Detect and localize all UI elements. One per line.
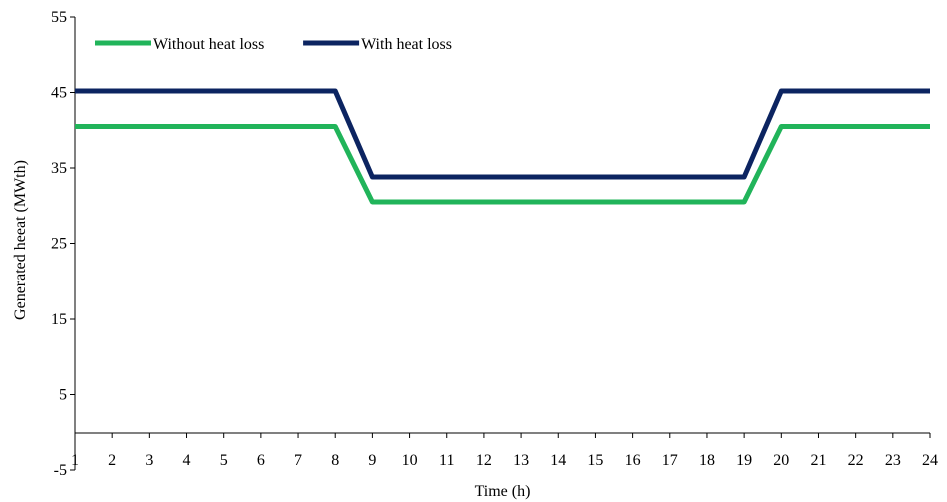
x-tick-label: 17 xyxy=(662,452,678,469)
y-tick-label: 25 xyxy=(51,236,67,253)
x-axis-title: Time (h) xyxy=(475,483,531,500)
series-line-without-heat-loss xyxy=(75,123,930,205)
x-tick-label: 16 xyxy=(625,452,641,469)
y-tick-label: 55 xyxy=(51,9,67,26)
x-tick-label: 15 xyxy=(587,452,603,469)
y-axis-title: Generated heeat (MWth) xyxy=(12,160,29,320)
x-tick-label: 24 xyxy=(922,452,938,469)
x-tick-label: 12 xyxy=(476,452,492,469)
y-tick-label: 45 xyxy=(51,85,67,102)
x-tick-label: 5 xyxy=(220,452,228,469)
legend-label-with-heat-loss: With heat loss xyxy=(361,36,452,53)
y-tick-label: 35 xyxy=(51,160,67,177)
x-tick-label: 22 xyxy=(848,452,864,469)
x-tick-label: 1 xyxy=(71,452,79,469)
y-tick-label: -5 xyxy=(54,462,67,479)
x-tick-label: 2 xyxy=(108,452,116,469)
x-tick-label: 7 xyxy=(294,452,302,469)
x-tick-label: 3 xyxy=(145,452,153,469)
x-tick-label: 8 xyxy=(331,452,339,469)
x-tick-label: 14 xyxy=(550,452,566,469)
x-tick-label: 18 xyxy=(699,452,715,469)
series-lines xyxy=(75,88,930,205)
x-tick-label: 9 xyxy=(368,452,376,469)
x-tick-label: 13 xyxy=(513,452,529,469)
x-tick-label: 19 xyxy=(736,452,752,469)
x-tick-label: 4 xyxy=(183,452,191,469)
x-tick-label: 21 xyxy=(810,452,826,469)
y-tick-label: 15 xyxy=(51,311,67,328)
legend: Without heat loss With heat loss xyxy=(95,36,452,53)
y-axis: -5 5 15 25 35 45 55 xyxy=(51,9,76,479)
x-axis: 1 2 3 4 5 6 7 8 9 10 11 12 13 14 15 16 17 18 19 20 21 22 23 24 xyxy=(71,432,938,469)
x-tick-label: 11 xyxy=(439,452,454,469)
x-tick-label: 10 xyxy=(402,452,418,469)
x-tick-label: 6 xyxy=(257,452,265,469)
x-tick-label: 23 xyxy=(885,452,901,469)
y-tick-label: 5 xyxy=(59,387,67,404)
legend-label-without-heat-loss: Without heat loss xyxy=(153,36,264,53)
x-tick-label: 20 xyxy=(773,452,789,469)
series-line-with-heat-loss xyxy=(75,88,930,180)
